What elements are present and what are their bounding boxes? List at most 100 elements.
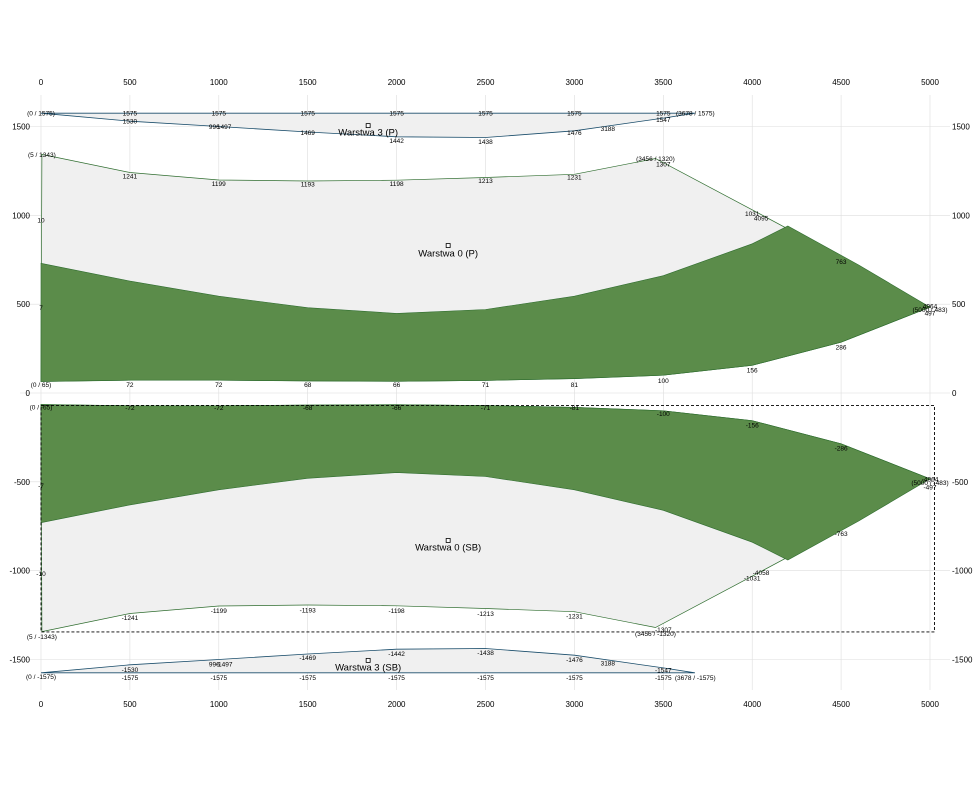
y-tick-label-right: 1500 [952,123,970,132]
value-label: 1198 [390,181,404,188]
y-tick-label-right: -500 [952,478,969,487]
value-label: -72 [125,405,135,412]
value-label: 1213 [478,178,493,185]
layer-title-w0sb: Warstwa 0 (SB) [415,543,481,554]
value-label: (0 / 1575) [27,111,55,118]
value-labels: (0 / 1575) 1575 1575 1575 1575 1575 1575 1575 (3… [26,111,949,682]
value-label: -72 [214,405,224,412]
value-label: -1575 [388,675,405,682]
value-label: (3456 / 1320) [636,156,675,163]
value-label: 1575 [656,111,671,118]
value-label: 72 [215,382,223,389]
y-tick-label-left: 1500 [12,123,30,132]
value-label: -1193 [300,607,317,614]
value-label: 100 [658,378,669,385]
value-label: 1469 [300,130,315,137]
value-label: -1231 [566,613,583,620]
value-label: -286 [835,446,848,453]
x-tick-label-bottom: 3500 [654,700,672,709]
value-label: 4095 [754,215,769,222]
value-label: -156 [746,422,759,429]
y-tick-label-left: -1500 [10,656,31,665]
value-label: 1307 [656,161,671,168]
value-label: 68 [304,382,312,389]
selection-box [40,404,935,633]
value-label: 72 [126,382,134,389]
value-label: -1307 [655,627,672,634]
value-label: 763 [836,259,847,266]
value-label: (0 / -1575) [26,674,56,681]
y-tick-label-left: 0 [26,389,31,398]
value-label: 3188 [601,661,616,668]
value-label: 1476 [567,130,582,137]
value-label: -1575 [299,675,316,682]
value-label: -1575 [566,675,583,682]
value-label: 1575 [389,111,404,118]
x-tick-label-bottom: 0 [39,700,44,709]
value-label: 156 [747,367,758,374]
layer-marker [445,538,451,543]
y-tick-label-left: -1000 [10,567,31,576]
value-label: 81 [571,382,579,389]
layer-0-p-green [40,225,931,382]
x-tick-label-top: 4500 [832,78,850,87]
value-label: 286 [836,344,847,351]
value-label: -1575 [210,675,227,682]
x-tick-label-top: 3000 [566,78,584,87]
value-label: (3456 / -1320) [635,631,676,638]
value-label: 1497 [217,124,232,131]
value-label: 10 [37,217,45,224]
value-label: 71 [482,382,490,389]
value-label: -1530 [122,667,139,674]
value-label: 7 [39,305,43,312]
x-tick-label-bottom: 1000 [210,700,228,709]
value-label: -1442 [388,651,405,658]
value-label: 1438 [478,139,493,146]
y-tick-label-right: -1000 [952,567,973,576]
value-label: -1575 [122,675,139,682]
x-tick-label-top: 4000 [743,78,761,87]
layer-marker [365,123,371,129]
y-tick-label-right: 500 [952,300,966,309]
value-label: (5 / 1343) [28,152,56,159]
layer-shapes [40,112,931,674]
value-label: (5000 / 483) [912,307,947,314]
value-label: -1476 [566,657,583,664]
y-tick-label-left: 500 [17,300,31,309]
value-label: -10 [36,571,46,578]
axis-ticks: 0050050010001000150015002000200025002500… [10,78,973,709]
x-tick-label-bottom: 3000 [566,700,584,709]
x-tick-label-top: 1000 [210,78,228,87]
value-label: -100 [657,411,670,418]
x-tick-label-top: 500 [123,78,137,87]
value-label: (0 / -65) [30,404,53,411]
y-tick-label-left: -500 [14,478,31,487]
value-label: -1438 [477,650,494,657]
x-tick-label-bottom: 2000 [388,700,406,709]
value-label: 1530 [123,119,138,126]
value-label: 1031 [745,211,760,218]
value-label: 4964 [923,303,938,310]
value-label: -66 [392,405,402,412]
value-label: 1575 [478,111,493,118]
value-label: -1198 [389,608,406,615]
layer-title-w3p: Warstwa 3 (P) [338,128,398,139]
value-label: -81 [570,405,580,412]
layer-title-w0p: Warstwa 0 (P) [418,249,478,260]
value-label: 996 [209,124,220,131]
value-label: 1199 [212,181,226,188]
value-label: -763 [835,531,848,538]
value-label: (0 / 65) [31,382,52,389]
value-label: -71 [481,405,491,412]
x-tick-label-bottom: 5000 [921,700,939,709]
value-label: -1199 [211,608,228,615]
x-tick-label-top: 2500 [477,78,495,87]
value-label: -1575 [655,675,672,682]
value-label: 1442 [389,138,404,145]
y-tick-label-left: 1000 [12,211,30,220]
value-label: (5 / -1343) [27,634,57,641]
value-label: -1575 [477,675,494,682]
value-label: (3678 / 1575) [676,111,715,118]
x-tick-label-top: 3500 [654,78,672,87]
